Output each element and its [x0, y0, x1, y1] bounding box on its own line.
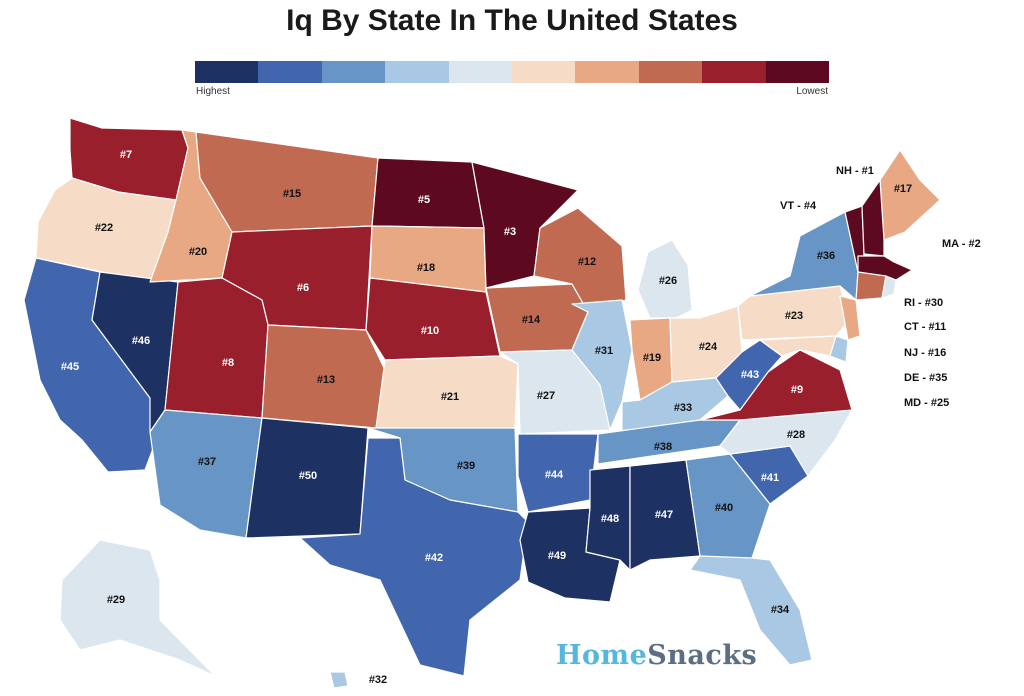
color-legend — [195, 61, 830, 83]
label-KY: #33 — [674, 402, 692, 414]
label-CO: #13 — [317, 374, 335, 386]
state-NJ[interactable] — [839, 295, 861, 341]
label-NC: #28 — [787, 429, 805, 441]
callout-DE: DE - #35 — [904, 372, 947, 384]
label-AK: #29 — [107, 594, 125, 606]
label-GA: #40 — [715, 502, 733, 514]
label-ID: #20 — [189, 246, 207, 258]
state-UT[interactable] — [164, 277, 269, 419]
legend-low-label: Highest — [196, 86, 230, 97]
label-MT: #15 — [283, 188, 301, 200]
state-ME[interactable] — [879, 149, 941, 241]
state-RI[interactable] — [881, 275, 897, 299]
label-HI: #32 — [369, 674, 387, 686]
label-TX: #42 — [425, 552, 443, 564]
callout-NH: NH - #1 — [836, 165, 874, 177]
state-AZ[interactable] — [149, 409, 263, 539]
state-NH[interactable] — [861, 179, 885, 257]
state-MD[interactable] — [759, 335, 837, 357]
label-NE: #10 — [421, 325, 439, 337]
state-WV[interactable] — [715, 339, 783, 411]
label-IL: #31 — [595, 345, 613, 357]
callout-MD: MD - #25 — [904, 397, 949, 409]
label-CA: #45 — [61, 361, 79, 373]
label-ME: #17 — [894, 183, 912, 195]
legend-swatch-6 — [512, 61, 576, 83]
label-NV: #46 — [132, 335, 150, 347]
legend-high-label: Lowest — [796, 86, 828, 97]
state-TX[interactable] — [299, 437, 529, 677]
callout-NJ: NJ - #16 — [904, 347, 946, 359]
label-PA: #23 — [785, 310, 803, 322]
callout-MA: MA - #2 — [942, 238, 981, 250]
label-ND: #5 — [418, 194, 430, 206]
label-OR: #22 — [95, 222, 113, 234]
legend-swatch-5 — [448, 61, 513, 83]
state-IL[interactable] — [571, 299, 633, 431]
legend-swatch-10 — [765, 61, 830, 83]
label-MO: #27 — [537, 390, 555, 402]
callout-VT: VT - #4 — [780, 200, 817, 212]
label-NY: #36 — [817, 250, 835, 262]
label-MI: #26 — [659, 275, 677, 287]
label-AR: #44 — [545, 469, 564, 481]
state-FL[interactable] — [689, 555, 813, 666]
label-IN: #19 — [643, 352, 661, 364]
label-MS: #48 — [601, 513, 619, 525]
state-AL[interactable] — [629, 459, 701, 571]
legend-swatch-9 — [702, 61, 766, 83]
state-AK[interactable] — [59, 539, 216, 677]
label-FL: #34 — [771, 604, 790, 616]
label-NM: #50 — [299, 470, 317, 482]
state-KS[interactable] — [375, 355, 519, 429]
state-AR[interactable] — [517, 433, 599, 513]
label-TN: #38 — [654, 441, 672, 453]
state-CT[interactable] — [855, 271, 887, 301]
legend-swatch-3 — [321, 61, 386, 83]
legend-swatch-8 — [638, 61, 703, 83]
state-MT[interactable] — [195, 131, 379, 233]
legend-swatch-2 — [258, 61, 322, 83]
legend-swatch-7 — [575, 61, 639, 83]
label-VA: #9 — [791, 384, 803, 396]
label-UT: #8 — [222, 357, 234, 369]
label-AZ: #37 — [198, 456, 216, 468]
label-LA: #49 — [548, 550, 566, 562]
state-MI[interactable] — [637, 239, 693, 319]
label-SC: #41 — [761, 472, 779, 484]
callout-RI: RI - #30 — [904, 297, 943, 309]
label-SD: #18 — [417, 262, 435, 274]
legend-swatch-4 — [385, 61, 449, 83]
label-WY: #6 — [297, 282, 309, 294]
label-AL: #47 — [655, 509, 673, 521]
homesnacks-logo: HomeSnacks — [556, 640, 758, 671]
callout-CT: CT - #11 — [904, 321, 946, 333]
map-title: Iq By State In The United States — [286, 4, 738, 37]
label-OK: #39 — [457, 460, 475, 472]
label-WA: #7 — [120, 149, 132, 161]
label-IA: #14 — [522, 314, 541, 326]
label-OH: #24 — [699, 341, 718, 353]
label-MN: #3 — [504, 226, 516, 238]
label-WI: #12 — [578, 256, 596, 268]
label-WV: #43 — [741, 369, 759, 381]
label-KS: #21 — [441, 391, 459, 403]
legend-swatch-1 — [195, 61, 259, 83]
state-HI[interactable] — [329, 671, 349, 689]
state-DE[interactable] — [829, 335, 849, 363]
state-NY[interactable] — [749, 211, 859, 301]
